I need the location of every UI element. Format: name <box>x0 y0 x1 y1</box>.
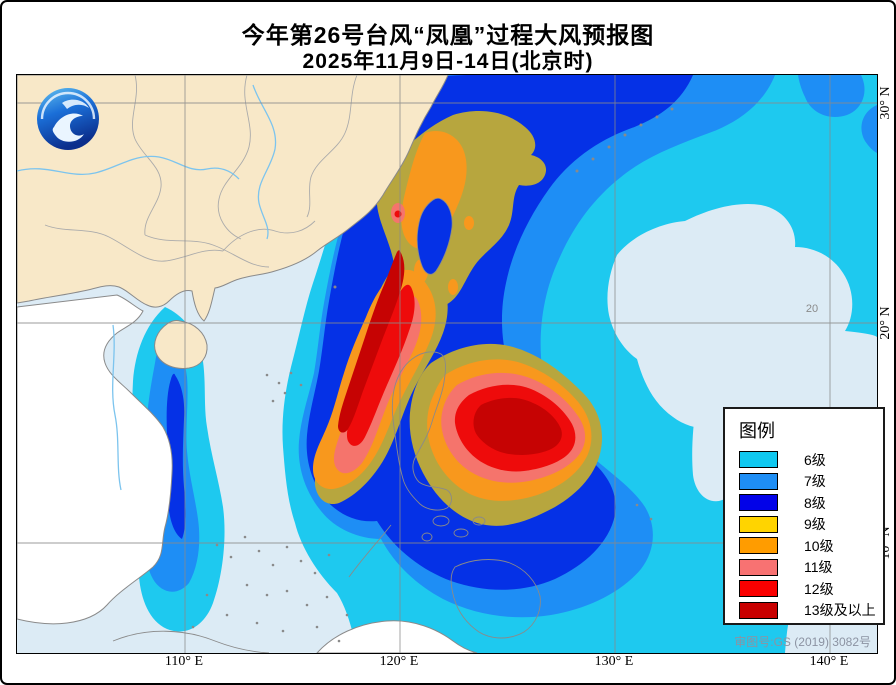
graticule <box>17 75 877 653</box>
luzon-outline <box>391 351 452 511</box>
calm-sea-patch-east <box>607 203 877 429</box>
map-credit: 审图号:GS (2019) 3082号 <box>734 635 871 649</box>
legend-item-label: 11级 <box>804 559 833 576</box>
latitude-label: 20° N <box>878 306 893 340</box>
legend-item: 11级 <box>739 557 883 579</box>
map-canvas[interactable]: 20 图例 6级 7级 8级 9级 1 <box>16 74 885 654</box>
china-landmass <box>17 75 449 322</box>
wind-band-level8-coastal <box>166 373 186 539</box>
wind-band-level13 <box>338 250 562 455</box>
page-title: 今年第26号台风“凤凰”过程大风预报图 <box>241 22 655 48</box>
legend-item: 7级 <box>739 471 883 493</box>
borneo-landmass <box>316 620 478 653</box>
legend-color-swatch <box>739 580 778 598</box>
wind-band-level7-corner <box>798 75 865 117</box>
legend-item: 8级 <box>739 492 883 514</box>
legend-item-label: 10级 <box>804 537 834 554</box>
legend-color-swatch <box>739 558 778 576</box>
taiwan-island <box>416 197 453 275</box>
gridline-label-20: 20 <box>805 303 819 315</box>
legend-item-label: 6级 <box>804 451 826 468</box>
rivers <box>17 84 277 491</box>
indochina-landmass <box>17 294 173 625</box>
legend-box: 图例 6级 7级 8级 9级 10级 <box>723 407 885 625</box>
longitude-label: 120° E <box>379 654 419 669</box>
legend-color-swatch <box>739 515 778 533</box>
legend-rows: 6级 7级 8级 9级 10级 11级 <box>739 449 883 621</box>
cma-logo <box>34 85 102 153</box>
island-outlines <box>112 351 541 653</box>
legend-item-label: 9级 <box>804 516 826 533</box>
legend-color-swatch <box>739 472 778 490</box>
longitude-label: 130° E <box>594 654 634 669</box>
cma-logo-emblem <box>37 88 99 150</box>
longitude-label: 140° E <box>809 654 849 669</box>
legend-item: 9级 <box>739 514 883 536</box>
legend-color-swatch <box>739 494 778 512</box>
legend-item-label: 12级 <box>804 580 834 597</box>
palawan-outline <box>348 524 392 578</box>
wind-band-level7-edge <box>861 105 877 153</box>
legend-item: 12级 <box>739 578 883 600</box>
legend-item-label: 7级 <box>804 473 826 490</box>
latitude-label: 30° N <box>878 86 893 120</box>
mindanao-outline <box>450 559 541 639</box>
wind-forecast-map <box>17 75 877 653</box>
page-subtitle: 2025年11月9日-14日(北京时) <box>302 50 594 73</box>
province-boundaries <box>44 75 358 268</box>
legend-item: 13级及以上 <box>739 600 883 622</box>
natuna-coast-outline <box>112 630 270 653</box>
legend-item: 6级 <box>739 449 883 471</box>
legend-item-label: 8级 <box>804 494 826 511</box>
legend-color-swatch <box>739 451 778 469</box>
legend-color-swatch <box>739 537 778 555</box>
legend-item-label: 13级及以上 <box>804 602 876 619</box>
legend-item: 10级 <box>739 535 883 557</box>
legend-title: 图例 <box>739 421 775 441</box>
legend-color-swatch <box>739 601 778 619</box>
island-specks <box>191 107 674 643</box>
longitude-label: 110° E <box>164 654 204 669</box>
